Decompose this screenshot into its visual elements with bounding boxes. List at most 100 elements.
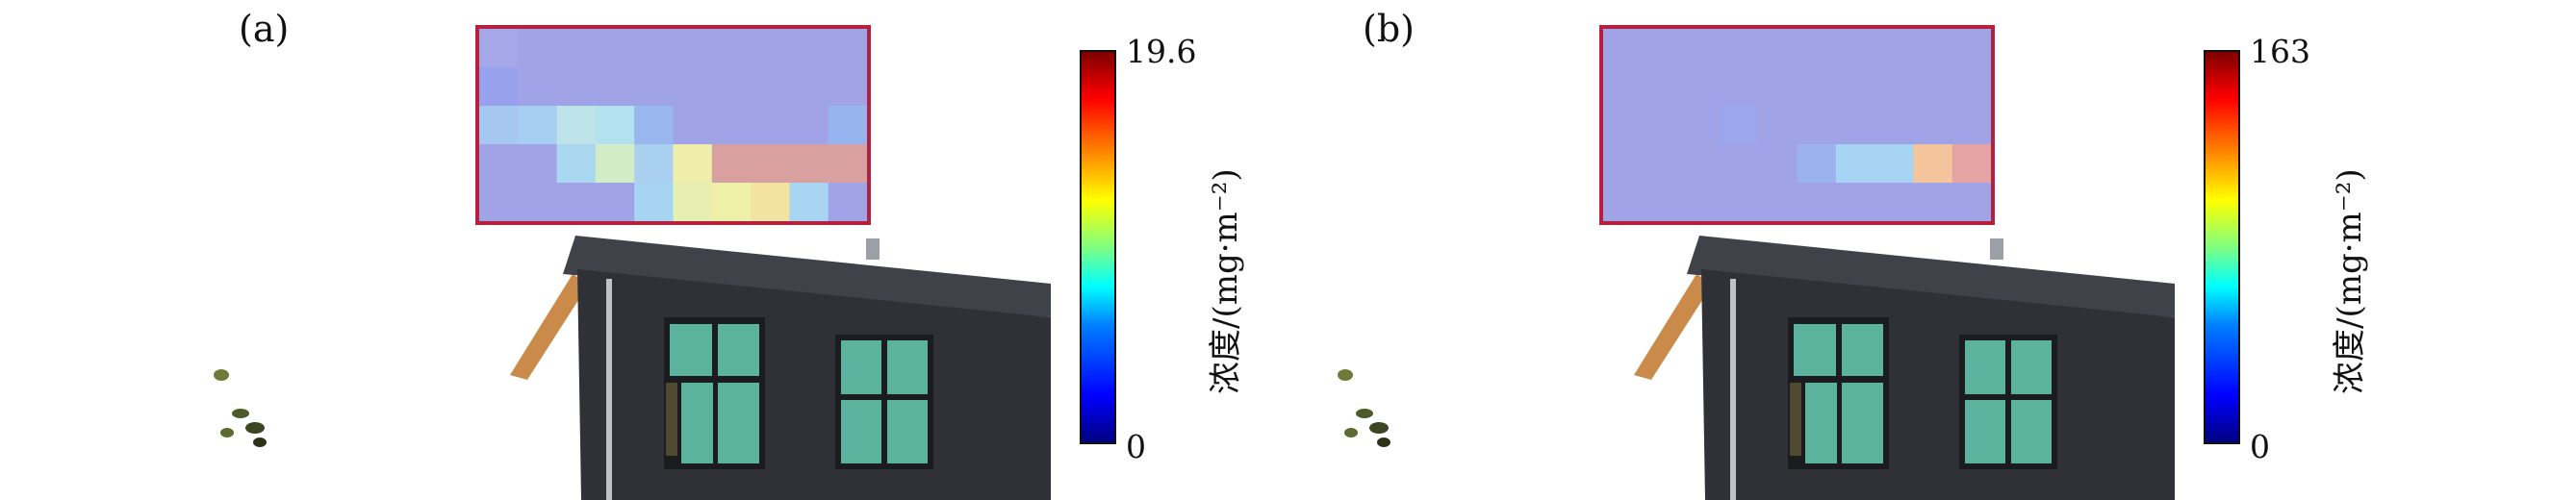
heatmap-cell [789, 106, 829, 145]
heatmap-cell [1642, 67, 1682, 107]
heatmap-cell [673, 144, 713, 184]
chimney [1990, 238, 2003, 260]
heatmap-cell [1719, 67, 1759, 107]
heatmap-cell [1642, 106, 1682, 145]
colorbar [2204, 50, 2240, 444]
foliage [1338, 369, 1390, 447]
heatmap-cell [751, 144, 790, 184]
heatmap-cell [751, 67, 790, 107]
panel-b: (b) [1124, 0, 2411, 500]
heatmap-cell [828, 183, 868, 222]
heatmap-cell [1680, 29, 1721, 68]
heatmap-cell [1642, 183, 1682, 222]
heatmap-cell [1797, 29, 1837, 68]
heatmap-cell [1642, 144, 1682, 184]
heatmap-cell [479, 29, 519, 68]
heatmap-cell [1758, 183, 1798, 222]
heatmap-cell [1913, 67, 1953, 107]
heatmap-cell [1951, 106, 1992, 145]
heatmap-cell [828, 67, 868, 107]
heatmap-cell [1835, 106, 1875, 145]
heatmap-cell [1758, 67, 1798, 107]
heatmap-cell [595, 183, 635, 222]
colorbar-min-label: 0 [2250, 428, 2270, 465]
heatmap-cell [556, 67, 597, 107]
heatmap-cell [828, 144, 868, 184]
colorbar-max-label: 19.6 [1126, 33, 1197, 70]
heatmap-cell [1603, 29, 1643, 68]
heatmap-cell [1797, 144, 1837, 184]
heatmap-cell [1719, 29, 1759, 68]
heatmap-cell [595, 29, 635, 68]
detection-box [1599, 25, 1995, 225]
foliage [214, 369, 267, 447]
chimney [866, 238, 880, 260]
heatmap-cell [1797, 106, 1837, 145]
heatmap-cell [1913, 144, 1953, 184]
heatmap-cell [556, 29, 597, 68]
eave [510, 274, 589, 380]
heatmap-cell [1875, 106, 1914, 145]
heatmap-cell [1835, 29, 1875, 68]
heatmap-cell [711, 106, 752, 145]
heatmap-cell [1913, 183, 1953, 222]
heatmap-cell [479, 106, 519, 145]
heatmap-cell [828, 29, 868, 68]
heatmap-cell [479, 67, 519, 107]
heatmap-cell [518, 106, 558, 145]
heatmap-cell [1951, 144, 1992, 184]
panel-a: (a) [214, 8, 1245, 500]
eave [1634, 274, 1713, 380]
heatmap-cell [1875, 183, 1914, 222]
heatmap-cell [1719, 183, 1759, 222]
heatmap-cell [518, 183, 558, 222]
heatmap-cell [828, 106, 868, 145]
building [1634, 236, 2175, 500]
heatmap-cell [1875, 144, 1914, 184]
heatmap-cell [789, 144, 829, 184]
heatmap-cell [1603, 183, 1643, 222]
heatmap-cell [673, 67, 713, 107]
heatmap-cell [1603, 106, 1643, 145]
colorbar [1080, 50, 1116, 444]
heatmap-cell [518, 144, 558, 184]
heatmap-cell [518, 67, 558, 107]
heatmap-cell [634, 183, 674, 222]
heatmap-overlay [479, 29, 868, 222]
window-right [835, 335, 933, 469]
heatmap-cell [1913, 29, 1953, 68]
colorbar-title: 浓度/(mg·m⁻²) [2331, 168, 2369, 394]
heatmap-cell [1758, 106, 1798, 145]
heatmap-cell [789, 29, 829, 68]
heatmap-cell [1951, 183, 1992, 222]
scene-image [214, 25, 1051, 500]
heatmap-cell [711, 29, 752, 68]
window-right [1959, 335, 2057, 469]
heatmap-cell [789, 183, 829, 222]
heatmap-cell [1835, 183, 1875, 222]
scene-image [1338, 25, 2175, 500]
heatmap-cell [1951, 29, 1992, 68]
heatmap-cell [1797, 67, 1837, 107]
heatmap-cell [1603, 144, 1643, 184]
heatmap-cell [751, 183, 790, 222]
heatmap-cell [751, 29, 790, 68]
detection-box [475, 25, 871, 225]
heatmap-cell [673, 106, 713, 145]
heatmap-cell [1603, 67, 1643, 107]
heatmap-cell [1680, 106, 1721, 145]
heatmap-cell [595, 67, 635, 107]
pole [606, 279, 612, 500]
heatmap-cell [711, 144, 752, 184]
heatmap-cell [595, 144, 635, 184]
heatmap-cell [1951, 67, 1992, 107]
heatmap-cell [556, 183, 597, 222]
heatmap-cell [673, 29, 713, 68]
heatmap-cell [711, 67, 752, 107]
heatmap-cell [1875, 29, 1914, 68]
heatmap-cell [1719, 144, 1759, 184]
heatmap-cell [1797, 183, 1837, 222]
heatmap-cell [634, 106, 674, 145]
window-left [1788, 317, 1889, 469]
heatmap-cell [1875, 67, 1914, 107]
